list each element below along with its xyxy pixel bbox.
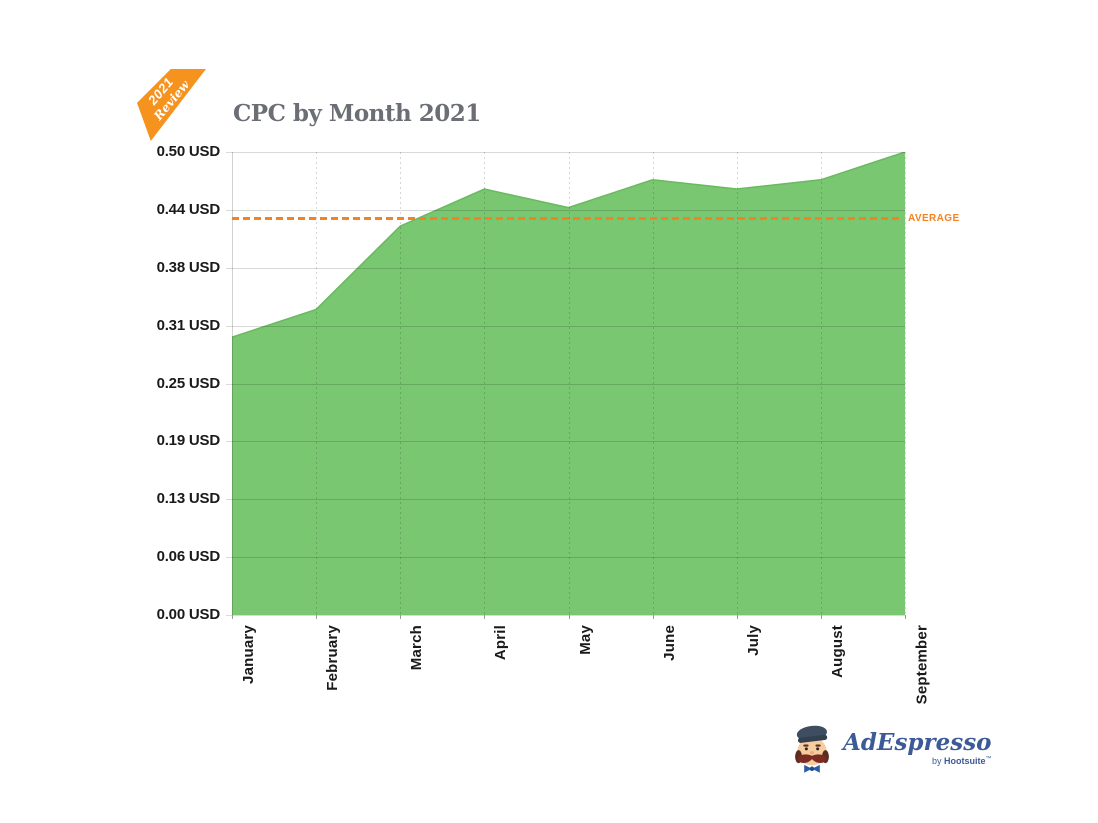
- y-axis-tick-label: 0.19 USD: [156, 432, 221, 450]
- v-gridline: [905, 152, 906, 615]
- y-axis-tick-label: 0.00 USD: [156, 606, 221, 623]
- x-axis-month-label: September: [913, 625, 930, 705]
- v-gridline: [316, 152, 318, 615]
- logo-wordmark: AdEspresso: [843, 729, 992, 757]
- logo-trademark-icon: ™: [985, 755, 992, 762]
- average-dashed-line: [232, 217, 899, 221]
- barista-mascot-icon: [795, 725, 829, 773]
- v-gridline: [232, 152, 233, 615]
- x-axis-tick: [905, 615, 906, 619]
- v-gridline: [568, 152, 570, 615]
- y-axis-tick-label: 0.13 USD: [156, 490, 221, 508]
- y-axis-tick-label: 0.06 USD: [156, 548, 221, 566]
- v-gridline: [400, 152, 402, 615]
- y-axis-tick-label: 0.38 USD: [156, 258, 221, 276]
- v-gridline: [736, 152, 738, 615]
- x-axis-tick: [232, 615, 233, 619]
- y-axis-tick-label: 0.50 USD: [156, 143, 221, 160]
- x-axis-month-label: August: [828, 625, 846, 678]
- x-axis-tick: [820, 615, 822, 619]
- v-gridline: [484, 152, 486, 615]
- h-gridline: [226, 499, 905, 501]
- x-axis-tick: [652, 615, 654, 619]
- h-gridline: [226, 325, 905, 327]
- x-axis-month-label: May: [576, 625, 594, 655]
- h-gridline: [226, 557, 905, 559]
- y-axis-tick-label: 0.31 USD: [156, 316, 221, 334]
- adespresso-logo: AdEspresso by Hootsuite™: [786, 720, 991, 776]
- v-gridline: [820, 152, 822, 615]
- x-axis-tick: [736, 615, 738, 619]
- h-gridline: [226, 383, 905, 385]
- logo-byline-pre: by: [931, 755, 944, 766]
- x-axis-month-label: January: [240, 625, 257, 684]
- h-gridline: [226, 209, 905, 211]
- x-axis-month-label: June: [660, 625, 678, 661]
- y-axis-tick-label: 0.25 USD: [156, 374, 221, 392]
- logo-text: AdEspresso by Hootsuite™: [843, 729, 992, 766]
- review-ribbon: 2021 Review: [137, 69, 206, 141]
- average-line-label: AVERAGE: [908, 212, 960, 224]
- cpc-area-series: [232, 152, 905, 615]
- h-gridline: [226, 615, 905, 616]
- chart-title: CPC by Month 2021: [233, 100, 481, 127]
- v-gridline: [652, 152, 654, 615]
- ribbon-text: 2021 Review: [137, 69, 203, 135]
- x-axis-month-label: July: [744, 625, 762, 656]
- x-axis-tick: [568, 615, 570, 619]
- y-axis-tick-label: 0.44 USD: [156, 200, 221, 218]
- h-gridline: [226, 267, 905, 269]
- x-axis-tick: [400, 615, 402, 619]
- x-axis-month-label: February: [324, 625, 342, 691]
- h-gridline: [226, 152, 905, 153]
- logo-byline: by Hootsuite™: [932, 756, 992, 766]
- x-axis-month-label: March: [408, 625, 426, 671]
- x-axis-tick: [316, 615, 318, 619]
- h-gridline: [226, 441, 905, 443]
- logo-brand: Hootsuite: [943, 755, 986, 766]
- x-axis-month-label: April: [492, 625, 510, 661]
- x-axis-tick: [484, 615, 486, 619]
